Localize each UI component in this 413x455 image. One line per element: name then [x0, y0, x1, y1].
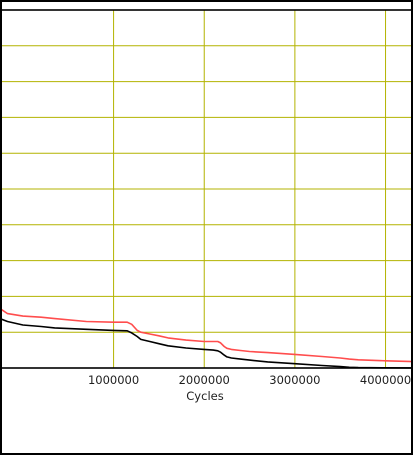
series-line-1	[0, 317, 413, 369]
plot-frame	[0, 9, 413, 369]
x-axis-label: Cycles	[186, 389, 223, 403]
series-line-0	[0, 307, 413, 363]
x-tick-label-3: 4000000	[360, 373, 411, 387]
x-tick-label-0: 1000000	[88, 373, 139, 387]
grid	[0, 10, 413, 368]
series-layer	[0, 307, 413, 369]
x-tick-label-1: 2000000	[179, 373, 230, 387]
x-tick-label-2: 3000000	[269, 373, 320, 387]
x-tick-labels: 1000000 2000000 3000000 4000000	[88, 373, 411, 387]
